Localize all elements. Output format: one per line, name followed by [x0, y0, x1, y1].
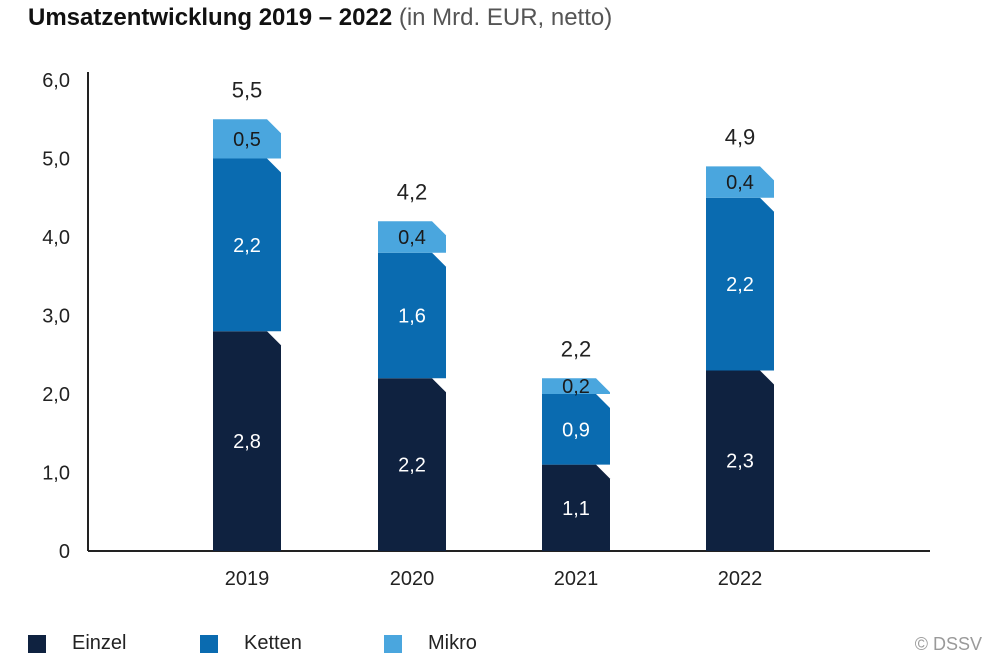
bar-value-label-ketten: 1,6	[398, 306, 426, 328]
chart-title-subtitle: (in Mrd. EUR, netto)	[398, 4, 613, 31]
bar-value-label-mikro: 0,5	[233, 129, 261, 151]
y-tick-label: 3,0	[42, 306, 70, 328]
x-tick-label: 2022	[718, 568, 763, 590]
y-tick-label: 6,0	[42, 70, 70, 92]
bar-total-label: 4,9	[725, 124, 756, 149]
bar-value-label-einzel: 2,3	[726, 451, 754, 473]
bar-segment-ketten	[706, 197, 774, 371]
bar-value-label-mikro: 0,4	[726, 172, 754, 194]
bar-segment-ketten	[378, 252, 446, 379]
x-tick-label: 2020	[390, 568, 435, 590]
bar-value-label-einzel: 1,1	[562, 498, 590, 520]
y-tick-label: 0	[59, 541, 70, 563]
bar-value-label-ketten: 2,2	[726, 274, 754, 296]
bar-value-label-ketten: 2,2	[233, 235, 261, 257]
bar-value-label-einzel: 2,8	[233, 431, 261, 453]
legend-swatch-mikro	[384, 635, 402, 653]
legend-label-ketten: Ketten	[244, 632, 302, 654]
bar-segment-mikro	[706, 166, 774, 198]
bar-segment-einzel	[213, 331, 281, 551]
legend-swatch-einzel	[28, 635, 46, 653]
y-tick-label: 2,0	[42, 384, 70, 406]
chart-title: Umsatzentwicklung 2019 – 2022 (in Mrd. E…	[28, 4, 612, 32]
bar-segment-einzel	[542, 464, 610, 551]
bar-segment-einzel	[378, 378, 446, 551]
bar-segment-mikro	[542, 378, 610, 394]
legend-label-mikro: Mikro	[428, 632, 477, 654]
chart-title-main: Umsatzentwicklung 2019 – 2022	[28, 4, 393, 31]
x-tick-label: 2019	[225, 568, 270, 590]
bar-value-label-ketten: 0,9	[562, 419, 590, 441]
bar-total-label: 2,2	[561, 336, 592, 361]
y-tick-label: 1,0	[42, 463, 70, 485]
stacked-bar-chart: 0 1,0 2,0 3,0 4,0 5,0 6,0 2,8 2,2 0,5 5,5 2019 2,2 1,…	[42, 70, 930, 590]
bar-value-label-mikro: 0,2	[562, 376, 590, 398]
bar-total-label: 4,2	[397, 179, 428, 204]
legend-label-einzel: Einzel	[72, 632, 127, 654]
bar-value-label-mikro: 0,4	[398, 227, 426, 249]
bar-value-label-einzel: 2,2	[398, 455, 426, 477]
legend-swatch-ketten	[200, 635, 218, 653]
x-tick-label: 2021	[554, 568, 599, 590]
copyright-notice: © DSSV	[914, 634, 982, 654]
bar-segment-einzel	[706, 370, 774, 551]
y-tick-label: 4,0	[42, 227, 70, 249]
bar-segment-ketten	[542, 394, 610, 465]
bar-segment-mikro	[378, 221, 446, 253]
bar-total-label: 5,5	[232, 77, 263, 102]
bar-segment-mikro	[213, 119, 281, 159]
y-tick-label: 5,0	[42, 149, 70, 171]
bar-segment-ketten	[213, 158, 281, 332]
